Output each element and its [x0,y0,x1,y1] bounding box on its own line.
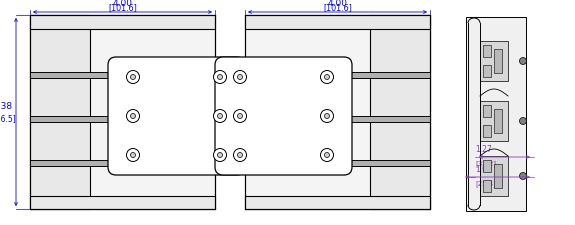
Circle shape [131,114,136,119]
Bar [245,117,430,122]
Circle shape [233,110,247,123]
Bar [30,16,90,209]
Circle shape [131,153,136,158]
Bar [483,180,491,192]
Bar [483,46,491,58]
Text: 5.38: 5.38 [0,102,12,111]
Bar [494,50,502,74]
Circle shape [519,118,527,125]
Circle shape [217,114,223,119]
FancyBboxPatch shape [215,58,352,175]
Circle shape [217,153,223,158]
Bar [30,117,215,122]
Circle shape [519,173,527,180]
Bar [480,156,508,196]
Text: [136.5]: [136.5] [0,114,16,123]
Circle shape [126,149,140,162]
Circle shape [324,153,329,158]
Text: [32.2]: [32.2] [475,159,496,166]
Bar [466,18,526,211]
Circle shape [131,75,136,80]
Text: 4.00: 4.00 [328,0,347,8]
Circle shape [324,114,329,119]
Text: 1.27: 1.27 [475,144,492,153]
Circle shape [320,110,334,123]
Bar [483,160,491,172]
Bar [245,160,430,166]
Circle shape [324,75,329,80]
Bar [494,110,502,133]
Circle shape [233,149,247,162]
Bar [245,16,430,30]
Circle shape [320,149,334,162]
Circle shape [213,149,227,162]
Circle shape [126,110,140,123]
Bar [480,42,508,82]
Circle shape [217,75,223,80]
Text: 1.00: 1.00 [475,164,492,173]
Bar [30,196,215,209]
Bar [483,106,491,117]
Circle shape [320,71,334,84]
Text: [101.6]: [101.6] [108,3,137,12]
Bar [30,16,215,30]
Circle shape [233,71,247,84]
Circle shape [519,58,527,65]
Bar [245,16,430,209]
Circle shape [126,71,140,84]
Text: [25.4]: [25.4] [475,179,496,186]
Circle shape [237,75,243,80]
Circle shape [213,110,227,123]
Circle shape [237,114,243,119]
Bar [30,16,215,209]
Text: [101.6]: [101.6] [323,3,352,12]
Bar [370,16,430,209]
FancyBboxPatch shape [108,58,245,175]
Circle shape [237,153,243,158]
Bar [480,101,508,141]
Bar [483,126,491,137]
Circle shape [213,71,227,84]
Bar [494,164,502,188]
Bar [245,73,430,79]
Bar [245,196,430,209]
Bar [30,73,215,79]
Bar [30,160,215,166]
Text: 4.00: 4.00 [113,0,132,8]
Bar [483,66,491,78]
